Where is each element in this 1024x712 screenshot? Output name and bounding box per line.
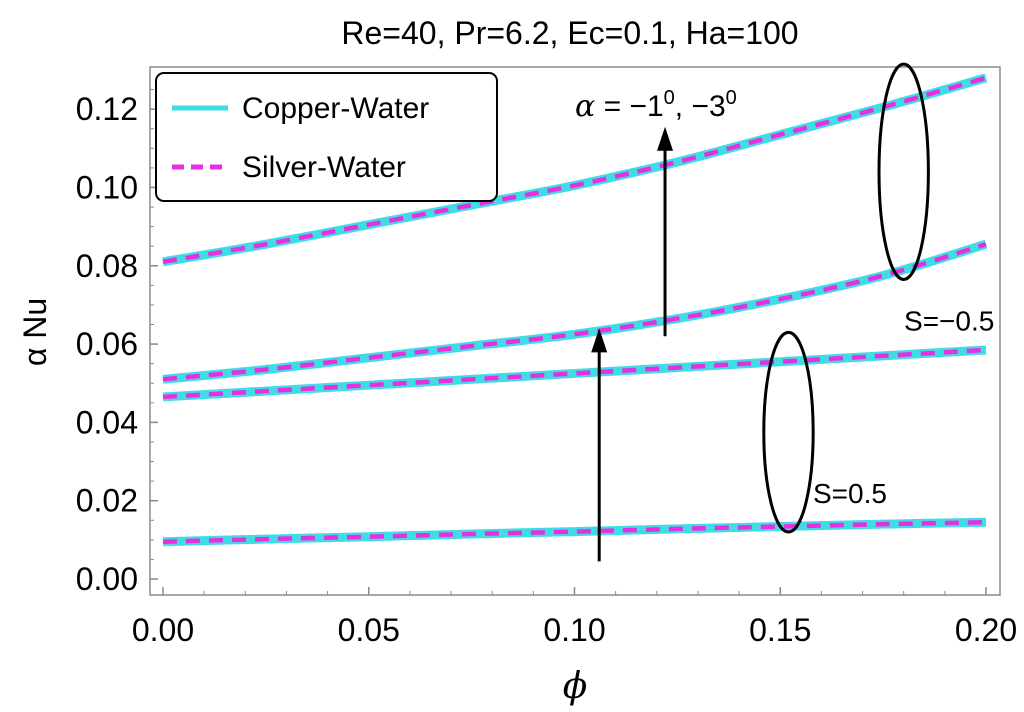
series-line-silver-water [162,75,987,265]
x-tick-label: 0.00 [132,612,194,648]
y-tick-label: 0.12 [76,91,138,127]
y-tick-label: 0.06 [76,326,138,362]
series-line-silver-water [162,347,987,400]
y-tick-label: 0.02 [76,483,138,519]
legend-label-silver: Silver-Water [242,151,406,184]
series-line-copper-water [162,517,987,547]
chart-title: Re=40, Pr=6.2, Ec=0.1, Ha=100 [341,15,798,51]
x-axis-label: ϕ [563,666,588,707]
x-axis: 0.00 0.05 0.10 0.15 0.20 [132,587,1017,648]
s-neg-label: S=−0.5 [904,306,994,337]
x-tick-label: 0.15 [749,612,811,648]
x-tick-label: 0.20 [955,612,1017,648]
legend-label-copper: Copper-Water [242,92,429,125]
y-tick-label: 0.04 [76,404,138,440]
s-pos-label: S=0.5 [813,478,887,509]
ellipse-bottom [762,330,815,534]
annotations: α = −10, −30 S=−0.5 S=0.5 [575,62,994,562]
series-line-silver-water [162,242,987,382]
legend-box [155,72,498,202]
y-axis-label: α Nu [17,298,53,366]
x-tick-label: 0.05 [338,612,400,648]
lower-arrow-head [591,328,608,353]
legend: Copper-Water Silver-Water [155,72,498,202]
x-tick-label: 0.10 [543,612,605,648]
alpha-arrow-head [657,126,674,151]
ellipse-top [877,62,930,281]
y-tick-label: 0.00 [76,561,138,597]
y-tick-label: 0.10 [76,169,138,205]
y-axis: 0.00 0.02 0.04 0.06 0.08 0.10 0.12 [76,89,158,597]
series-group [162,73,988,547]
alpha-annotation: α = −10, −30 [575,87,737,124]
y-tick-label: 0.08 [76,248,138,284]
